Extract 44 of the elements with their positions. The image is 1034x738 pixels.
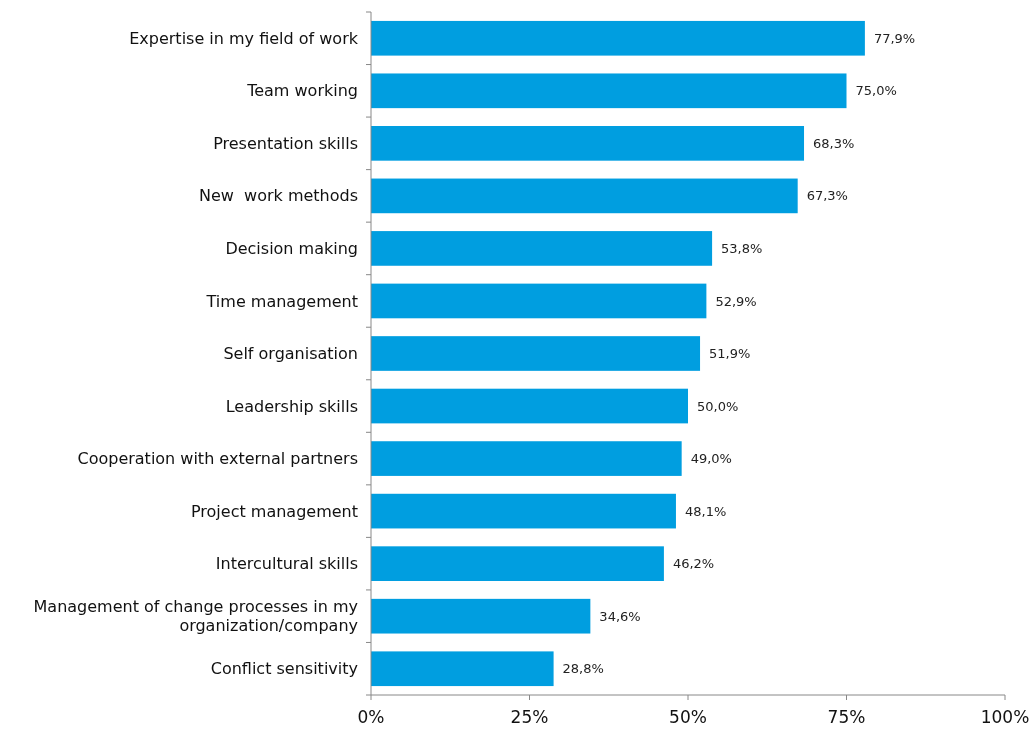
bar bbox=[371, 231, 713, 266]
bar bbox=[371, 598, 591, 634]
y-tick-label: Presentation skills bbox=[213, 133, 358, 153]
bar bbox=[371, 388, 688, 424]
data-label: 68,3% bbox=[813, 135, 855, 151]
x-tick-label: 50% bbox=[669, 707, 707, 727]
bar bbox=[371, 178, 798, 214]
y-tick-label: Leadership skills bbox=[225, 396, 358, 416]
y-tick-label: Project management bbox=[190, 501, 358, 521]
data-label: 34,6% bbox=[599, 608, 641, 624]
data-label: 48,1% bbox=[684, 503, 727, 519]
bar bbox=[371, 283, 707, 319]
y-tick-label: New work methods bbox=[199, 186, 358, 206]
data-label: 67,3% bbox=[806, 188, 848, 204]
data-label: 49,0% bbox=[690, 451, 732, 467]
data-label: 53,8% bbox=[721, 240, 763, 256]
bar bbox=[371, 73, 847, 109]
y-tick-label: Intercultural skills bbox=[215, 554, 358, 574]
data-label: 51,9% bbox=[709, 346, 751, 362]
x-tick-label: 100% bbox=[980, 707, 1030, 727]
y-tick-label: Conflict sensitivity bbox=[210, 659, 358, 679]
y-tick-label: Team working bbox=[246, 81, 358, 101]
bar bbox=[371, 126, 805, 161]
bar bbox=[371, 20, 865, 56]
y-tick-label: Cooperation with external partners bbox=[77, 449, 358, 469]
data-label: 75,0% bbox=[855, 83, 897, 99]
y-tick-label: Expertise in my field of work bbox=[129, 28, 359, 48]
data-label: 28,8% bbox=[562, 661, 604, 677]
data-label: 50,0% bbox=[697, 398, 739, 414]
bar bbox=[371, 651, 554, 687]
y-tick-label: Decision making bbox=[225, 239, 358, 259]
bar bbox=[371, 493, 676, 529]
y-tick-label: Self organisation bbox=[223, 344, 358, 364]
y-tick-label: Management of change processes in my organization/company bbox=[33, 597, 358, 636]
data-label: 52,9% bbox=[715, 293, 757, 309]
bar bbox=[371, 441, 682, 476]
y-tick-label: Time management bbox=[205, 291, 358, 311]
x-tick-label: 75% bbox=[827, 707, 866, 727]
bar bbox=[371, 336, 701, 371]
x-tick-label: 0% bbox=[357, 707, 385, 727]
data-label: 46,2% bbox=[672, 556, 715, 572]
data-label: 77,9% bbox=[873, 30, 916, 46]
bar bbox=[371, 546, 664, 581]
x-tick-label: 25% bbox=[510, 707, 549, 727]
